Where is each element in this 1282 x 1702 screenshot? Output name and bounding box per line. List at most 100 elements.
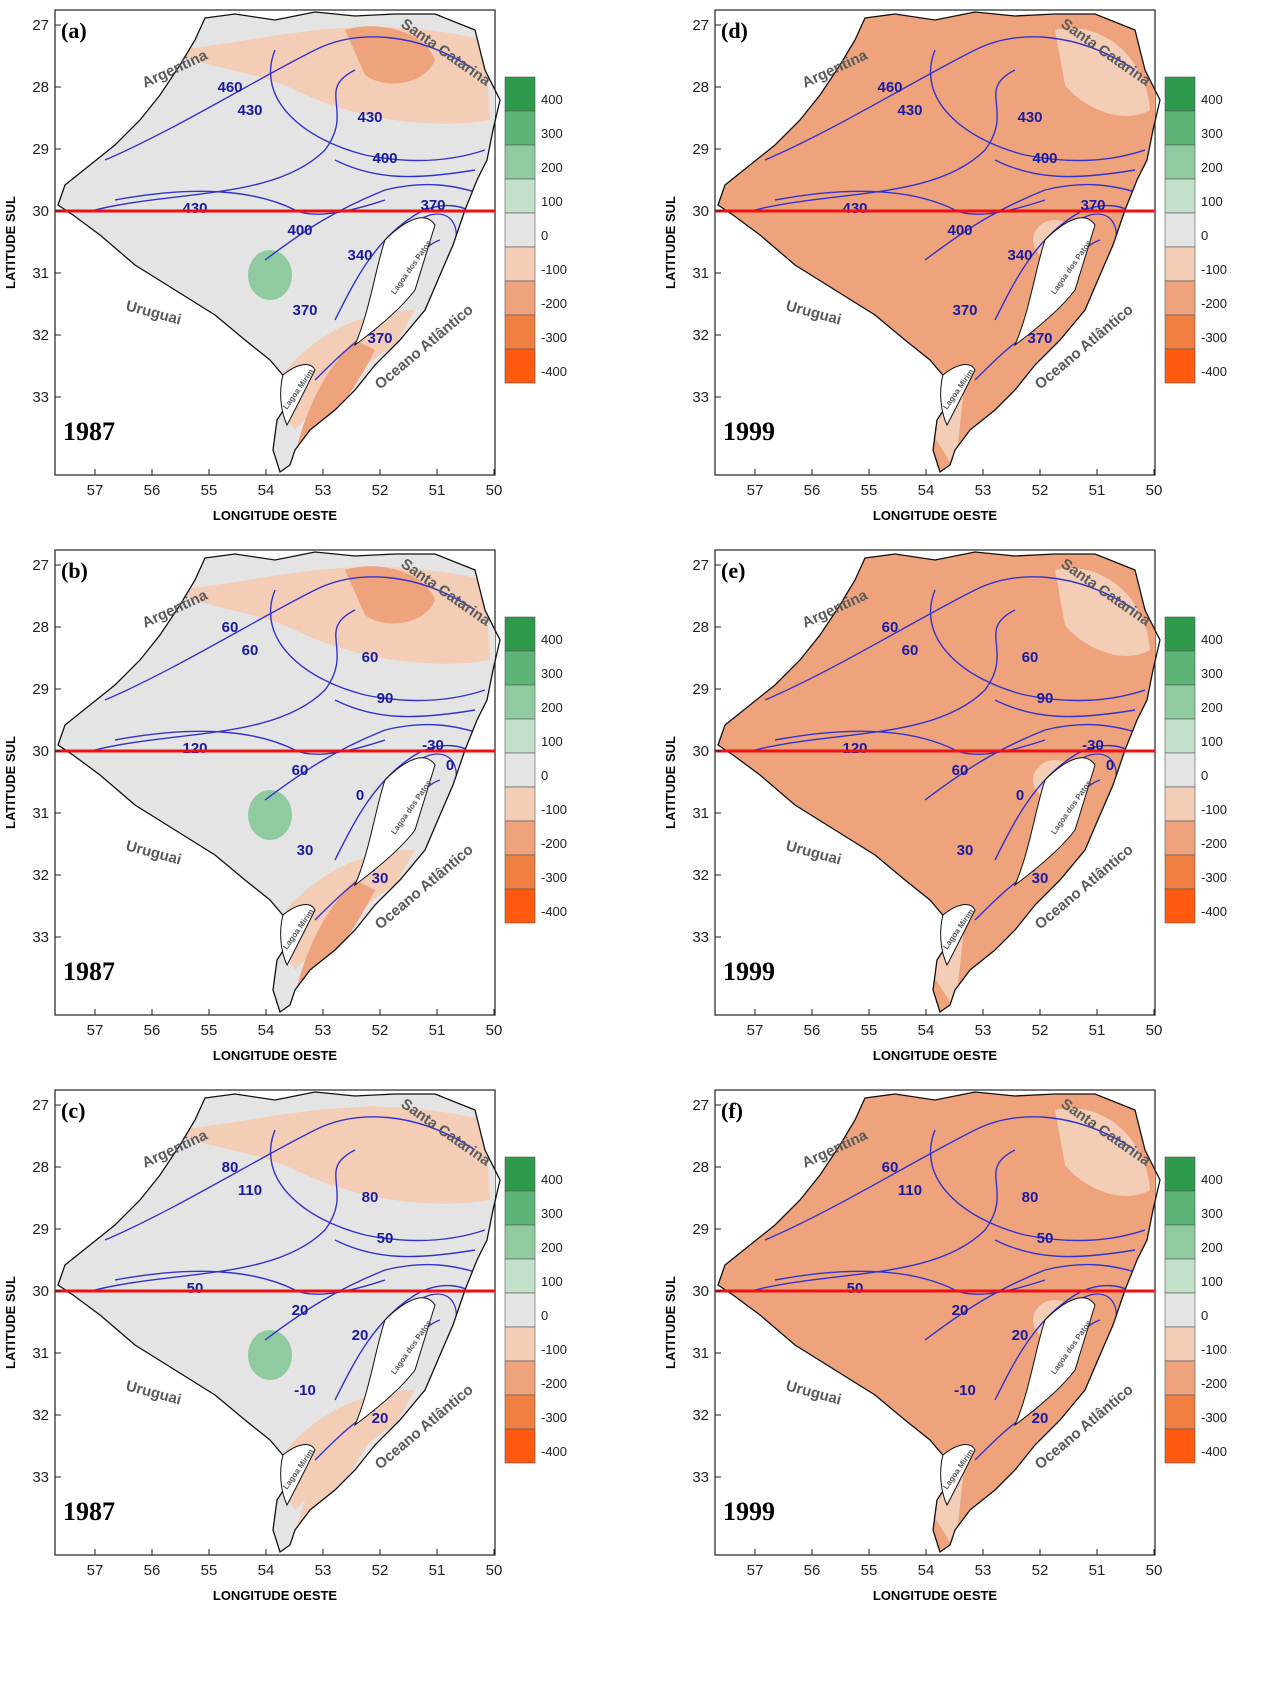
- contour-line: [104, 576, 476, 701]
- y-tick-label: 30: [692, 203, 709, 220]
- x-tick-label: 51: [1089, 482, 1106, 499]
- x-tick-label: 50: [1146, 1562, 1163, 1579]
- lagoa-dos-patos-shape: [353, 757, 436, 887]
- lagoa-dos-patos-shape: [1013, 217, 1096, 347]
- colorbar-label: 100: [1201, 734, 1223, 749]
- contour-label: 20: [1012, 1327, 1029, 1344]
- colorbar-label: 100: [1201, 1274, 1223, 1289]
- y-tick-label: 28: [692, 79, 709, 96]
- contour-label: 400: [372, 150, 397, 167]
- contour-label: 60: [882, 1159, 899, 1176]
- colorbar-label: 0: [541, 768, 548, 783]
- colorbar-label: -400: [1201, 1444, 1227, 1459]
- colour-region: [1055, 568, 1150, 656]
- lagoa-mirim-shape: [280, 364, 316, 427]
- x-tick-label: 53: [315, 482, 332, 499]
- colorbar-cell: [504, 1292, 536, 1328]
- x-tick-label: 56: [144, 1562, 161, 1579]
- lagoa-dos-patos-shape: [1013, 1297, 1096, 1427]
- colorbar-label: -100: [541, 262, 567, 277]
- contour-line: [269, 49, 486, 162]
- contour-line: [264, 723, 486, 801]
- y-axis-title: LATITUDE SUL: [663, 196, 678, 289]
- x-tick-label: 57: [747, 1562, 764, 1579]
- colour-region: [345, 1106, 435, 1164]
- contour-line: [924, 183, 1146, 261]
- x-tick-label: 54: [258, 482, 275, 499]
- colorbar-cell: [504, 854, 536, 890]
- y-tick-label: 33: [32, 1469, 49, 1486]
- colorbar-label: 100: [541, 194, 563, 209]
- x-tick-label: 51: [1089, 1022, 1106, 1039]
- colorbar-cell: [504, 246, 536, 282]
- colorbar-cell: [1164, 616, 1196, 652]
- colorbar: 400 300 200 100 0 -100 -200 -300 -400: [1164, 1156, 1227, 1464]
- colorbar: 400 300 200 100 0 -100 -200 -300 -400: [1164, 76, 1227, 384]
- contour-line: [764, 576, 1136, 701]
- x-tick-label: 50: [1146, 1022, 1163, 1039]
- colour-region: [248, 250, 292, 300]
- colorbar-cell: [504, 616, 536, 652]
- y-tick-label: 27: [32, 17, 49, 34]
- x-tick-label: 51: [429, 1022, 446, 1039]
- contour-label: 460: [877, 79, 902, 96]
- colorbar-label: 300: [541, 126, 563, 141]
- state-outline: [717, 1091, 1161, 1554]
- panel-letter: (a): [61, 18, 87, 43]
- contour-label: 60: [952, 762, 969, 779]
- colorbar-cell: [1164, 1224, 1196, 1260]
- colour-region: [248, 1330, 292, 1380]
- x-tick-label: 51: [429, 1562, 446, 1579]
- colorbar-cell: [1164, 212, 1196, 248]
- contour-line: [754, 69, 1016, 211]
- state-outline: [57, 11, 501, 474]
- colorbar-label: 0: [541, 228, 548, 243]
- colorbar-label: 200: [541, 1240, 563, 1255]
- colorbar-label: -300: [541, 330, 567, 345]
- colorbar-cell: [504, 1428, 536, 1464]
- colorbar-label: 200: [1201, 700, 1223, 715]
- contour-line: [924, 723, 1146, 801]
- x-tick-label: 50: [486, 482, 503, 499]
- contour-label: 110: [238, 1182, 262, 1199]
- colorbar-label: 300: [1201, 126, 1223, 141]
- contour-label: 110: [898, 1182, 922, 1199]
- contour-line: [334, 159, 476, 178]
- state-outline: [717, 11, 1161, 474]
- y-tick-label: 30: [692, 743, 709, 760]
- contour-label: 30: [297, 842, 314, 859]
- contour-label: 460: [217, 79, 242, 96]
- contour-line: [264, 1263, 486, 1341]
- contour-label: 120: [182, 740, 207, 757]
- x-axis-title: LONGITUDE OESTE: [213, 1588, 338, 1603]
- colorbar: 400 300 200 100 0 -100 -200 -300 -400: [504, 76, 567, 384]
- panel-year: 1999: [723, 417, 775, 446]
- colorbar-label: -200: [541, 836, 567, 851]
- state-outline: [717, 551, 1161, 1014]
- x-tick-label: 55: [201, 482, 218, 499]
- colorbar-cell: [504, 752, 536, 788]
- contour-label: 400: [287, 222, 312, 239]
- colorbar-label: 300: [1201, 666, 1223, 681]
- colorbar-label: 100: [541, 734, 563, 749]
- y-tick-label: 31: [692, 1345, 709, 1362]
- colorbar-cell: [504, 1258, 536, 1294]
- colorbar-label: 400: [541, 92, 563, 107]
- colorbar-label: -100: [541, 802, 567, 817]
- colorbar-label: -200: [541, 296, 567, 311]
- colorbar-cell: [1164, 1190, 1196, 1226]
- y-tick-label: 30: [32, 203, 49, 220]
- contour-label: 60: [242, 642, 259, 659]
- colorbar-cell: [504, 280, 536, 316]
- colorbar-label: -200: [541, 1376, 567, 1391]
- colorbar-label: -300: [1201, 330, 1227, 345]
- contour-label: 30: [372, 870, 389, 887]
- contour-label: 50: [1037, 1230, 1054, 1247]
- colorbar-cell: [1164, 1292, 1196, 1328]
- panel-letter: (c): [61, 1098, 85, 1123]
- contour-line: [334, 1284, 476, 1401]
- x-tick-label: 53: [315, 1562, 332, 1579]
- contour-label: 430: [237, 102, 262, 119]
- colorbar-label: -400: [541, 1444, 567, 1459]
- colorbar-cell: [1164, 348, 1196, 384]
